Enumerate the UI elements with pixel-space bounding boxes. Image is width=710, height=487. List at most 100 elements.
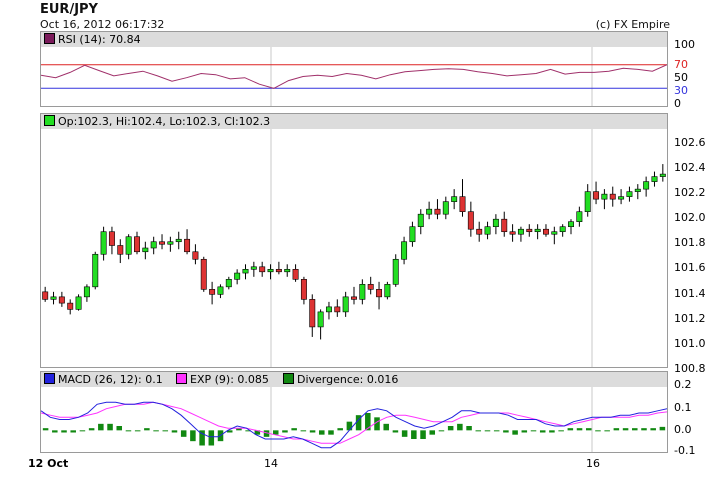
divergence-bar <box>226 430 233 433</box>
exp-legend: EXP (9): 0.085 <box>176 373 269 386</box>
price-ytick: 100.8 <box>674 362 706 375</box>
rsi-panel: RSI (14): 70.84 <box>40 31 668 107</box>
macd-legend-bar: MACD (26, 12): 0.1 EXP (9): 0.085 Diverg… <box>41 372 667 387</box>
bearish-candle <box>351 296 357 300</box>
rsi-line <box>41 64 667 89</box>
bullish-candle <box>417 213 424 228</box>
bullish-candle <box>426 208 433 215</box>
divergence-bar <box>52 430 58 433</box>
exp-legend-text: EXP (9): 0.085 <box>190 373 269 386</box>
bullish-candle <box>384 284 391 298</box>
divergence-bar <box>116 426 123 431</box>
price-plot <box>42 129 666 367</box>
bullish-candle <box>225 279 232 288</box>
bullish-candle <box>659 173 666 177</box>
divergence-bar <box>236 428 242 431</box>
bullish-candle <box>92 253 99 288</box>
x-label-16: 16 <box>586 457 600 470</box>
bullish-candle <box>267 268 274 273</box>
rsi-ytick: 100 <box>674 38 695 51</box>
divergence-bar <box>180 430 187 437</box>
bullish-candle <box>100 231 107 255</box>
bullish-candle <box>392 258 399 285</box>
divergence-bar <box>447 426 454 431</box>
rsi-legend-bar: RSI (14): 70.84 <box>41 32 667 47</box>
divergence-bar <box>328 430 334 435</box>
bearish-candle <box>543 228 549 235</box>
divergence-bar <box>549 430 555 433</box>
divergence-bar <box>134 430 141 432</box>
rsi-ytick: 50 <box>674 71 688 84</box>
divergence-bar <box>374 417 380 431</box>
bullish-candle <box>50 296 57 300</box>
divergence-bar <box>585 428 592 431</box>
bearish-candle <box>509 231 516 235</box>
rsi-legend-text: RSI (14): 70.84 <box>58 33 141 46</box>
divergence-bar <box>337 428 343 431</box>
divergence-bar <box>604 430 610 432</box>
divergence-swatch-icon <box>283 373 294 384</box>
timestamp: Oct 16, 2012 06:17:32 <box>40 18 165 31</box>
divergence-bar <box>199 430 205 446</box>
divergence-bar <box>171 430 178 433</box>
price-legend: Op:102.3, Hi:102.4, Lo:102.3, Cl:102.3 <box>44 115 270 128</box>
divergence-bar <box>61 430 67 433</box>
price-ytick: 101.8 <box>674 236 706 249</box>
bearish-candle <box>476 228 483 235</box>
bearish-candle <box>526 228 533 233</box>
divergence-bar <box>319 430 325 435</box>
bullish-candle <box>317 311 324 328</box>
divergence-bar <box>613 428 620 431</box>
divergence-bar <box>493 430 500 432</box>
macd-legend-text: MACD (26, 12): 0.1 <box>58 373 163 386</box>
bearish-candle <box>184 238 191 253</box>
bearish-candle <box>609 193 616 200</box>
bearish-candle <box>434 208 441 215</box>
bullish-candle <box>551 231 558 235</box>
bullish-candle <box>142 247 149 253</box>
divergence-legend: Divergence: 0.016 <box>283 373 398 386</box>
bearish-candle <box>209 289 216 295</box>
divergence-bar <box>650 428 656 431</box>
bullish-candle <box>125 236 132 255</box>
exp-swatch-icon <box>176 373 187 384</box>
bearish-candle <box>459 196 466 212</box>
divergence-bar <box>576 428 583 431</box>
divergence-bar <box>438 430 445 432</box>
bullish-candle <box>618 196 625 200</box>
rsi-plot <box>41 47 667 106</box>
macd-line <box>41 401 667 449</box>
bearish-candle <box>58 296 65 304</box>
rsi-ytick: 30 <box>674 84 688 97</box>
divergence-bar <box>632 428 638 431</box>
divergence-bar <box>392 430 399 433</box>
bearish-candle <box>292 268 299 280</box>
bullish-candle <box>150 241 157 249</box>
divergence-bar <box>263 430 270 437</box>
divergence-bar <box>411 430 417 439</box>
bearish-candle <box>159 241 165 245</box>
chart-title: EUR/JPY <box>40 2 98 17</box>
bullish-candle <box>643 181 650 190</box>
macd-swatch-icon <box>44 373 55 384</box>
exp-line <box>41 401 667 444</box>
x-label-14: 14 <box>264 457 278 470</box>
bullish-candle <box>401 241 408 260</box>
bullish-candle <box>83 286 90 298</box>
bullish-candle <box>325 306 332 313</box>
price-ytick: 102.0 <box>674 211 706 224</box>
bearish-candle <box>117 245 124 255</box>
bullish-candle <box>342 296 349 313</box>
divergence-bar <box>567 428 574 431</box>
bullish-candle <box>484 226 491 235</box>
divergence-bar <box>272 430 279 435</box>
bearish-candle <box>367 284 374 290</box>
divergence-bar <box>245 430 251 432</box>
bullish-candle <box>442 201 449 215</box>
divergence-bar <box>254 430 261 435</box>
bearish-candle <box>67 302 74 310</box>
divergence-bar <box>107 423 113 431</box>
divergence-bar <box>659 426 666 431</box>
bullish-candle <box>626 191 633 197</box>
divergence-bar <box>401 430 408 437</box>
